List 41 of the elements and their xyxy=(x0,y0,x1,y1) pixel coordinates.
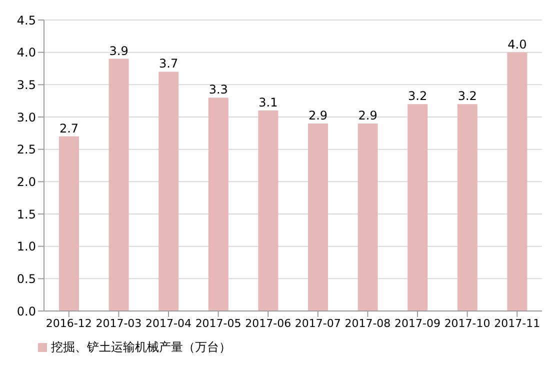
y-tick-label: 3.5 xyxy=(16,78,36,92)
x-tick-label: 2017-07 xyxy=(294,316,341,330)
y-tick-label: 4.0 xyxy=(16,46,36,60)
y-tick-label: 4.5 xyxy=(16,13,36,28)
bar xyxy=(258,110,278,311)
x-tick-label: 2017-05 xyxy=(195,316,242,330)
bar xyxy=(59,136,79,311)
data-label: 3.1 xyxy=(258,96,278,110)
x-tick-label: 2017-03 xyxy=(96,316,142,330)
data-label: 3.2 xyxy=(408,89,428,104)
bar xyxy=(358,123,378,311)
y-tick-label: 1.5 xyxy=(16,207,36,222)
data-label: 2.7 xyxy=(59,121,79,136)
y-tick-label: 2.0 xyxy=(16,174,36,189)
bar xyxy=(108,58,129,311)
data-label: 3.2 xyxy=(458,89,477,104)
bar xyxy=(158,72,179,311)
legend-label: 挖掘、铲土运输机械产量（万台） xyxy=(51,340,231,354)
x-tick-label: 2017-06 xyxy=(245,316,292,330)
bar xyxy=(457,104,478,311)
x-tick-label: 2017-04 xyxy=(146,316,192,330)
x-tick-label: 2017-11 xyxy=(494,316,540,330)
bar xyxy=(208,98,228,311)
bar xyxy=(507,52,528,311)
y-tick-label: 1.0 xyxy=(16,240,36,254)
x-tick-label: 2017-08 xyxy=(344,316,391,330)
data-label: 2.9 xyxy=(358,108,378,122)
data-label: 3.7 xyxy=(159,56,178,71)
y-tick-label: 0.0 xyxy=(16,304,36,318)
data-label: 3.3 xyxy=(208,82,228,97)
x-tick-label: 2017-10 xyxy=(444,316,490,330)
data-label: 3.9 xyxy=(109,44,128,58)
data-label: 4.0 xyxy=(508,37,527,52)
bar xyxy=(308,123,328,311)
x-tick-label: 2017-09 xyxy=(394,316,440,330)
y-tick-label: 3.0 xyxy=(16,110,36,124)
y-tick-label: 0.5 xyxy=(16,272,36,286)
y-tick-label: 2.5 xyxy=(16,142,36,157)
bar xyxy=(408,104,428,311)
x-tick-label: 2016-12 xyxy=(46,316,92,330)
data-label: 2.9 xyxy=(308,108,328,122)
